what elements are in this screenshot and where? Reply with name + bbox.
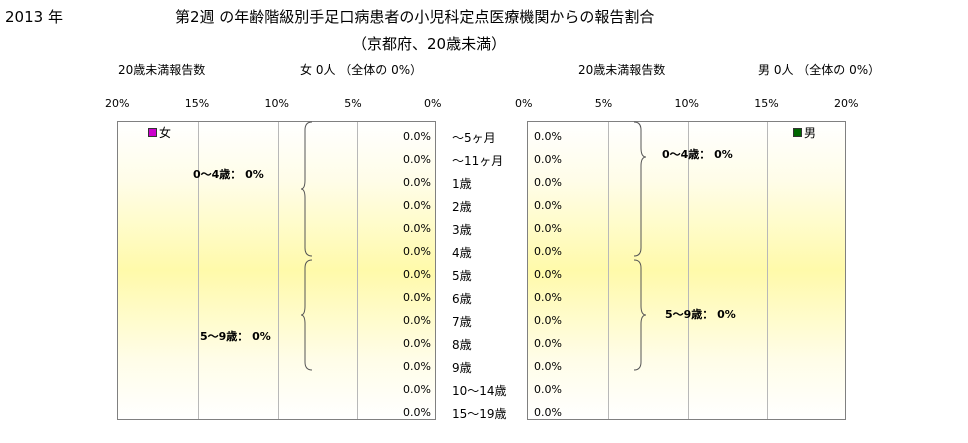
age-category-label: 8歳	[452, 338, 472, 352]
male-brace-0-4	[633, 121, 647, 257]
male-legend-label: 男	[804, 126, 817, 140]
male-data-label: 0.0%	[534, 406, 562, 419]
gridline	[277, 122, 279, 419]
axis-tick-label: 15%	[184, 97, 210, 110]
male-data-label: 0.0%	[534, 153, 562, 166]
male-group-5-9: 5～9歳： 0%	[665, 308, 736, 321]
age-category-label: 2歳	[452, 200, 472, 214]
female-data-label: 0.0%	[403, 314, 431, 327]
female-data-label: 0.0%	[403, 383, 431, 396]
male-data-label: 0.0%	[534, 199, 562, 212]
female-legend-swatch	[148, 128, 157, 137]
male-brace-5-9	[633, 259, 647, 371]
male-group-0-4: 0～4歳： 0%	[662, 148, 733, 161]
female-brace-5-9	[300, 259, 313, 371]
male-data-label: 0.0%	[534, 314, 562, 327]
female-data-label: 0.0%	[403, 245, 431, 258]
gridline	[767, 122, 769, 419]
female-data-label: 0.0%	[403, 360, 431, 373]
male-data-label: 0.0%	[534, 360, 562, 373]
female-brace-0-4	[300, 121, 313, 257]
male-data-label: 0.0%	[534, 176, 562, 189]
male-under20-label: 20歳未満報告数	[578, 63, 666, 77]
chart-subtitle: （京都府、20歳未満）	[352, 35, 507, 53]
axis-tick-label: 10%	[674, 97, 699, 110]
female-under20-label: 20歳未満報告数	[118, 63, 206, 77]
male-plot-area: 男	[527, 121, 846, 420]
axis-tick-label: 5%	[344, 97, 362, 110]
axis-tick-label: 20%	[105, 97, 130, 110]
age-category-label: 3歳	[452, 223, 472, 237]
age-category-label: ～11ヶ月	[452, 154, 504, 168]
axis-tick-label: 10%	[264, 97, 289, 110]
male-legend-swatch	[793, 128, 802, 137]
axis-tick-label: 0%	[424, 97, 442, 110]
male-data-label: 0.0%	[534, 222, 562, 235]
female-data-label: 0.0%	[403, 337, 431, 350]
gridline	[357, 122, 359, 419]
male-data-label: 0.0%	[534, 268, 562, 281]
male-data-label: 0.0%	[534, 337, 562, 350]
female-data-label: 0.0%	[403, 199, 431, 212]
female-data-label: 0.0%	[403, 268, 431, 281]
female-group-5-9: 5～9歳： 0%	[200, 330, 271, 343]
age-category-label: 15～19歳	[452, 407, 507, 421]
axis-tick-label: 5%	[594, 97, 613, 110]
age-category-label: 7歳	[452, 315, 472, 329]
axis-tick-label: 0%	[515, 97, 533, 110]
age-category-label: 6歳	[452, 292, 472, 306]
age-category-label: 5歳	[452, 269, 472, 283]
axis-tick-label: 20%	[834, 97, 859, 110]
gridline	[687, 122, 689, 419]
gridline	[197, 122, 199, 419]
age-category-label: 10～14歳	[452, 384, 507, 398]
female-data-label: 0.0%	[403, 176, 431, 189]
gridline	[607, 122, 609, 419]
male-data-label: 0.0%	[534, 383, 562, 396]
chart-title: 第2週 の年齢階級別手足口病患者の小児科定点医療機関からの報告割合	[175, 8, 655, 26]
male-legend: 男	[793, 124, 816, 141]
female-legend-label: 女	[159, 126, 172, 140]
male-summary: 男 0人 （全体の 0%）	[758, 63, 881, 77]
age-category-label: 1歳	[452, 177, 472, 191]
age-category-label: 9歳	[452, 361, 472, 375]
female-legend: 女	[148, 124, 171, 141]
age-category-label: 4歳	[452, 246, 472, 260]
female-summary: 女 0人 （全体の 0%）	[300, 63, 423, 77]
female-plot-area: 女	[117, 121, 436, 420]
age-category-label: ～5ヶ月	[452, 131, 496, 145]
male-data-label: 0.0%	[534, 245, 562, 258]
female-data-label: 0.0%	[403, 222, 431, 235]
axis-tick-label: 15%	[754, 97, 779, 110]
male-data-label: 0.0%	[534, 291, 562, 304]
year-label: 2013 年	[5, 8, 63, 26]
male-data-label: 0.0%	[534, 130, 562, 143]
female-data-label: 0.0%	[403, 153, 431, 166]
female-data-label: 0.0%	[403, 130, 431, 143]
female-data-label: 0.0%	[403, 406, 431, 419]
female-data-label: 0.0%	[403, 291, 431, 304]
female-group-0-4: 0～4歳： 0%	[193, 168, 264, 181]
